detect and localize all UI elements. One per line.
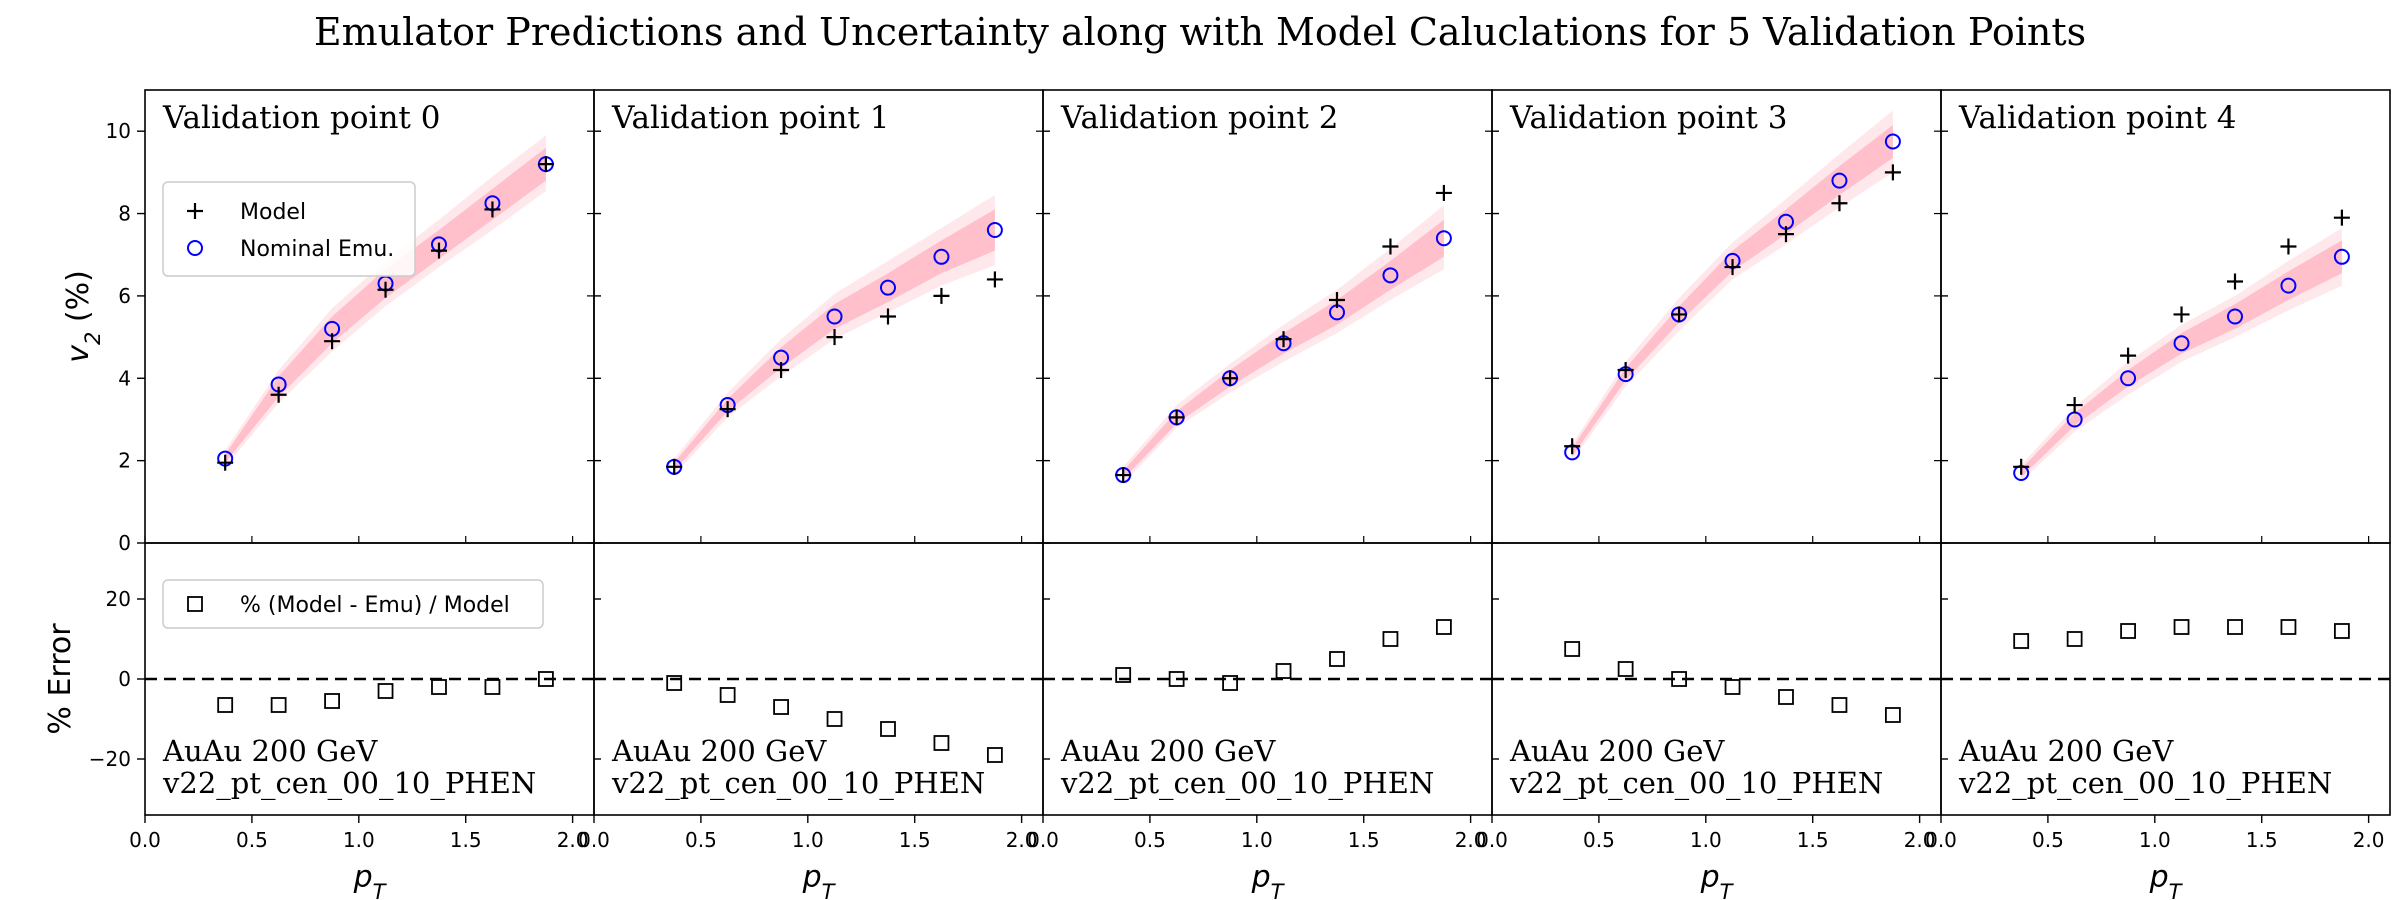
figure-title: Emulator Predictions and Uncertainty alo…: [314, 10, 2086, 54]
top-y-tick-label: 8: [118, 202, 131, 226]
bottom-y-axis-label: % Error: [43, 623, 78, 735]
error-point: [1726, 680, 1740, 694]
error-point: [828, 712, 842, 726]
legend-label-model: Model: [240, 200, 306, 225]
panel-annotation-observable: v22_pt_cen_00_10_PHEN: [1060, 766, 1434, 801]
x-tick-label: 0.0: [1027, 828, 1059, 852]
bottom-y-tick-label: 20: [106, 587, 131, 611]
error-point: [1437, 620, 1451, 634]
error-point: [218, 698, 232, 712]
error-point: [2281, 620, 2295, 634]
panel-annotation-system: AuAu 200 GeV: [1060, 734, 1276, 768]
panel-2: 0.0 0.5 1.0 1.5 2.0 pT Validation point 2 AuAu …: [1027, 90, 1492, 900]
panel-annotation-system: AuAu 200 GeV: [162, 734, 378, 768]
x-tick-label: 0.5: [1134, 828, 1166, 852]
bottom-y-axis-label-text: % Error: [43, 623, 78, 735]
panel-annotation-system: AuAu 200 GeV: [1958, 734, 2174, 768]
error-point: [485, 680, 499, 694]
error-point: [1886, 708, 1900, 722]
error-point: [1619, 662, 1633, 676]
x-tick-label: 1.0: [2139, 828, 2171, 852]
error-point: [774, 700, 788, 714]
x-tick-label: 1.0: [343, 828, 375, 852]
panel-4: 0.0 0.5 1.0 1.5 2.0 pT Validation point 4 AuAu …: [1925, 90, 2390, 900]
error-point: [325, 694, 339, 708]
x-tick-label: 1.0: [792, 828, 824, 852]
top-y-tick-label: 0: [118, 531, 131, 555]
panel-annotation-observable: v22_pt_cen_00_10_PHEN: [1509, 766, 1883, 801]
x-tick-label: 1.5: [450, 828, 482, 852]
error-point: [432, 680, 446, 694]
error-point: [1565, 642, 1579, 656]
top-y-tick-label: 2: [118, 449, 131, 473]
x-tick-label: 1.5: [899, 828, 931, 852]
legend-label-emu: Nominal Emu.: [240, 237, 394, 262]
error-point: [1832, 698, 1846, 712]
panel-title: Validation point 1: [611, 100, 889, 136]
error-point: [272, 698, 286, 712]
panel-title: Validation point 0: [162, 100, 440, 136]
panels: 0.0 0.5 1.0 1.5 2.0 pT 0 2 4 6 8 10 −20 0 20 Validation…: [89, 90, 2390, 900]
x-tick-label: 0.0: [1925, 828, 1957, 852]
bottom-legend: % (Model - Emu) / Model: [163, 580, 543, 628]
error-point: [2014, 634, 2028, 648]
x-tick-label: 1.5: [1348, 828, 1380, 852]
error-point: [881, 722, 895, 736]
error-point: [2121, 624, 2135, 638]
error-point: [1330, 652, 1344, 666]
x-tick-label: 0.5: [2032, 828, 2064, 852]
x-axis-label: pT: [1700, 860, 1735, 900]
x-tick-label: 1.0: [1690, 828, 1722, 852]
x-tick-label: 0.5: [685, 828, 717, 852]
panel-annotation-observable: v22_pt_cen_00_10_PHEN: [1958, 766, 2332, 801]
x-tick-label: 2.0: [2353, 828, 2385, 852]
x-tick-label: 1.5: [2246, 828, 2278, 852]
panel-annotation-system: AuAu 200 GeV: [1509, 734, 1725, 768]
x-tick-label: 1.0: [1241, 828, 1273, 852]
error-point: [2335, 624, 2349, 638]
error-point: [1779, 690, 1793, 704]
x-tick-label: 0.0: [129, 828, 161, 852]
error-point: [2228, 620, 2242, 634]
x-axis-label: pT: [353, 860, 388, 900]
panel-annotation-system: AuAu 200 GeV: [611, 734, 827, 768]
x-tick-label: 0.0: [1476, 828, 1508, 852]
x-tick-label: 0.5: [1583, 828, 1615, 852]
panel-0: 0.0 0.5 1.0 1.5 2.0 pT 0 2 4 6 8 10 −20 0 20 Validation…: [89, 90, 594, 900]
top-axes-frame: [1043, 90, 1492, 543]
panel-title: Validation point 4: [1958, 100, 2236, 136]
error-point: [721, 688, 735, 702]
bottom-y-tick-label: −20: [89, 747, 131, 771]
x-axis-label: pT: [802, 860, 837, 900]
top-axes-frame: [1941, 90, 2390, 543]
top-y-axis-label: v2 (%): [61, 270, 105, 363]
x-tick-label: 0.0: [578, 828, 610, 852]
panel-annotation-observable: v22_pt_cen_00_10_PHEN: [162, 766, 536, 801]
panel-3: 0.0 0.5 1.0 1.5 2.0pTValidation point 3AuAu …: [1476, 90, 1941, 900]
error-point: [1277, 664, 1291, 678]
x-axis-label: pT: [1251, 860, 1286, 900]
x-tick-label: 1.5: [1797, 828, 1829, 852]
error-point: [1383, 632, 1397, 646]
panel-annotation-observable: v22_pt_cen_00_10_PHEN: [611, 766, 985, 801]
error-point: [2068, 632, 2082, 646]
top-y-axis-label-text: v2 (%): [61, 270, 105, 363]
panel-title: Validation point 2: [1060, 100, 1338, 136]
top-legend: Model Nominal Emu.: [163, 182, 415, 276]
panel-title: Validation point 3: [1509, 100, 1787, 136]
error-point: [934, 736, 948, 750]
top-y-tick-label: 6: [118, 284, 131, 308]
error-point: [379, 684, 393, 698]
bottom-y-tick-label: 0: [118, 667, 131, 691]
x-axis-label: pT: [2149, 860, 2184, 900]
emu-uncertainty-band-outer: [2021, 228, 2342, 481]
legend-label-error: % (Model - Emu) / Model: [240, 593, 510, 618]
panel-1: 0.0 0.5 1.0 1.5 2.0 pT Validation point 1 AuAu …: [578, 90, 1043, 900]
top-y-tick-label: 4: [118, 366, 131, 390]
error-point: [988, 748, 1002, 762]
top-y-tick-label: 10: [106, 119, 131, 143]
x-tick-label: 0.5: [236, 828, 268, 852]
error-point: [2175, 620, 2189, 634]
